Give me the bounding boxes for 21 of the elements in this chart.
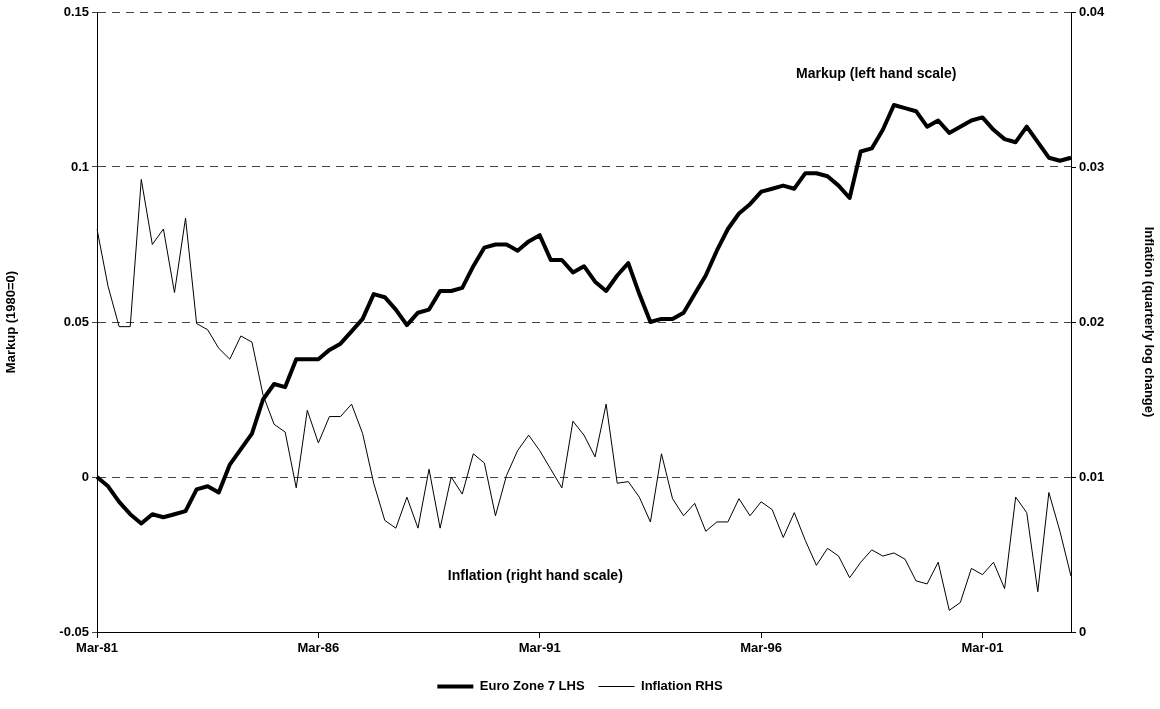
annotation: Markup (left hand scale)	[796, 64, 957, 81]
y-tick-label: 0	[81, 468, 89, 484]
y2-axis-title: Inflation (quarterly log change)	[1141, 226, 1157, 418]
x-tick-label: Mar-01	[961, 640, 1004, 656]
y-tick-label: 0.05	[63, 313, 89, 329]
y2-tick-label: 0.04	[1079, 3, 1106, 19]
x-tick-label: Mar-91	[518, 640, 561, 656]
legend-label: Inflation RHS	[641, 678, 723, 694]
y2-tick-label: 0.02	[1079, 313, 1105, 329]
y2-tick-label: 0.03	[1079, 158, 1105, 174]
y-axis-title: Markup (1980=0)	[3, 270, 19, 374]
annotation: Inflation (right hand scale)	[447, 567, 623, 584]
y2-tick-label: 0	[1079, 623, 1087, 639]
legend-label: Euro Zone 7 LHS	[479, 678, 585, 694]
x-tick-label: Mar-86	[297, 640, 340, 656]
x-tick-label: Mar-96	[740, 640, 783, 656]
x-tick-label: Mar-81	[76, 640, 118, 656]
y-tick-label: -0.05	[59, 623, 89, 639]
y-tick-label: 0.1	[70, 158, 89, 174]
y2-tick-label: 0.01	[1079, 468, 1105, 484]
y-tick-label: 0.15	[63, 3, 89, 19]
